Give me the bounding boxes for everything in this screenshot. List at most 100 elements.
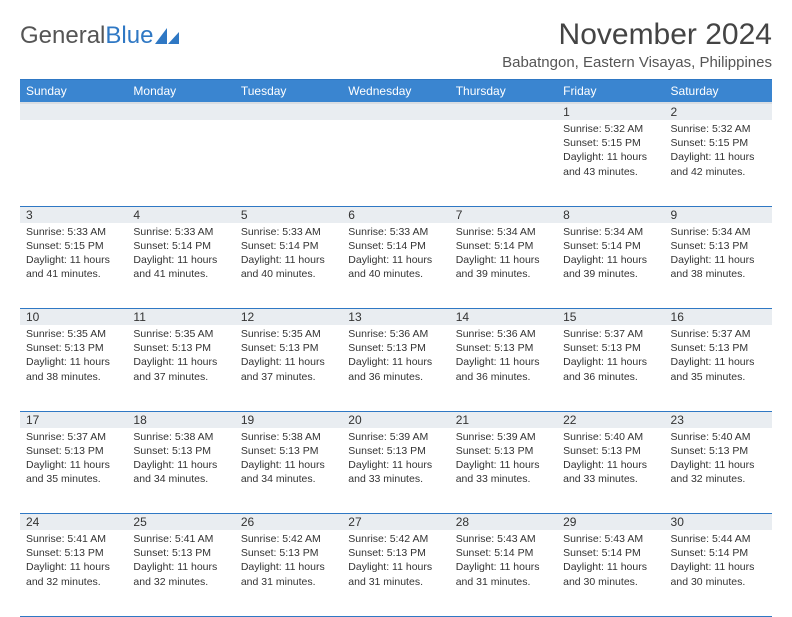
day-number: 15 (557, 309, 664, 326)
daylight-text: Daylight: 11 hours and 32 minutes. (133, 560, 228, 588)
day-number: 20 (342, 411, 449, 428)
day-number (235, 103, 342, 120)
sunset-text: Sunset: 5:15 PM (26, 239, 121, 253)
sunrise-text: Sunrise: 5:37 AM (563, 327, 658, 341)
sunrise-text: Sunrise: 5:34 AM (563, 225, 658, 239)
daylight-text: Daylight: 11 hours and 38 minutes. (671, 253, 766, 281)
day-number: 22 (557, 411, 664, 428)
daylight-text: Daylight: 11 hours and 35 minutes. (26, 458, 121, 486)
sunrise-text: Sunrise: 5:34 AM (671, 225, 766, 239)
sunset-text: Sunset: 5:15 PM (563, 136, 658, 150)
day-cell: Sunrise: 5:35 AMSunset: 5:13 PMDaylight:… (235, 325, 342, 411)
brand-sail-icon (155, 26, 181, 46)
day-number (450, 103, 557, 120)
daylight-text: Daylight: 11 hours and 41 minutes. (133, 253, 228, 281)
daynum-row: 12 (20, 103, 772, 120)
daylight-text: Daylight: 11 hours and 30 minutes. (563, 560, 658, 588)
day-number: 30 (665, 514, 772, 531)
day-cell (235, 120, 342, 206)
brand-part2: Blue (105, 22, 153, 50)
daylight-text: Daylight: 11 hours and 31 minutes. (348, 560, 443, 588)
weekday-header: Friday (557, 80, 664, 104)
weekday-header: Sunday (20, 80, 127, 104)
sunrise-text: Sunrise: 5:42 AM (241, 532, 336, 546)
weekday-header: Saturday (665, 80, 772, 104)
day-number: 12 (235, 309, 342, 326)
day-cell: Sunrise: 5:41 AMSunset: 5:13 PMDaylight:… (127, 530, 234, 616)
day-number: 9 (665, 206, 772, 223)
daylight-text: Daylight: 11 hours and 41 minutes. (26, 253, 121, 281)
daynum-row: 3456789 (20, 206, 772, 223)
day-number: 27 (342, 514, 449, 531)
sunset-text: Sunset: 5:13 PM (671, 239, 766, 253)
title-block: November 2024 Babatngon, Eastern Visayas… (502, 18, 772, 71)
daylight-text: Daylight: 11 hours and 30 minutes. (671, 560, 766, 588)
sunrise-text: Sunrise: 5:35 AM (26, 327, 121, 341)
sunrise-text: Sunrise: 5:33 AM (241, 225, 336, 239)
daynum-row: 10111213141516 (20, 309, 772, 326)
day-cell: Sunrise: 5:33 AMSunset: 5:14 PMDaylight:… (235, 223, 342, 309)
sunset-text: Sunset: 5:13 PM (671, 341, 766, 355)
day-cell: Sunrise: 5:42 AMSunset: 5:13 PMDaylight:… (235, 530, 342, 616)
day-number: 16 (665, 309, 772, 326)
sunset-text: Sunset: 5:13 PM (671, 444, 766, 458)
content-row: Sunrise: 5:32 AMSunset: 5:15 PM Daylight:… (20, 120, 772, 206)
day-number: 10 (20, 309, 127, 326)
sunrise-text: Sunrise: 5:38 AM (241, 430, 336, 444)
daylight-text: Daylight: 11 hours and 31 minutes. (241, 560, 336, 588)
day-number (20, 103, 127, 120)
sunrise-text: Sunrise: 5:40 AM (671, 430, 766, 444)
day-cell: Sunrise: 5:36 AMSunset: 5:13 PMDaylight:… (342, 325, 449, 411)
day-cell (342, 120, 449, 206)
weekday-header: Thursday (450, 80, 557, 104)
sunrise-text: Sunrise: 5:40 AM (563, 430, 658, 444)
sunset-text: Sunset: 5:13 PM (241, 444, 336, 458)
location: Babatngon, Eastern Visayas, Philippines (502, 54, 772, 71)
daylight-text: Daylight: 11 hours and 36 minutes. (563, 355, 658, 383)
day-number: 3 (20, 206, 127, 223)
daylight-text: Daylight: 11 hours and 42 minutes. (671, 150, 766, 178)
day-number: 2 (665, 103, 772, 120)
sunset-text: Sunset: 5:13 PM (26, 546, 121, 560)
day-cell (127, 120, 234, 206)
brand-part1: General (20, 22, 105, 50)
day-number: 1 (557, 103, 664, 120)
day-number: 7 (450, 206, 557, 223)
day-number (127, 103, 234, 120)
day-number: 4 (127, 206, 234, 223)
sunrise-text: Sunrise: 5:32 AM (563, 122, 658, 136)
day-cell: Sunrise: 5:34 AMSunset: 5:13 PMDaylight:… (665, 223, 772, 309)
day-number: 13 (342, 309, 449, 326)
content-row: Sunrise: 5:35 AMSunset: 5:13 PMDaylight:… (20, 325, 772, 411)
day-cell (450, 120, 557, 206)
sunset-text: Sunset: 5:14 PM (563, 546, 658, 560)
day-cell: Sunrise: 5:35 AMSunset: 5:13 PMDaylight:… (127, 325, 234, 411)
daylight-text: Daylight: 11 hours and 40 minutes. (348, 253, 443, 281)
content-row: Sunrise: 5:41 AMSunset: 5:13 PM Daylight:… (20, 530, 772, 616)
sunset-text: Sunset: 5:14 PM (241, 239, 336, 253)
day-cell: Sunrise: 5:35 AMSunset: 5:13 PMDaylight:… (20, 325, 127, 411)
sunrise-text: Sunrise: 5:37 AM (671, 327, 766, 341)
sunset-text: Sunset: 5:14 PM (133, 239, 228, 253)
weekday-header-row: Sunday Monday Tuesday Wednesday Thursday… (20, 80, 772, 104)
daylight-text: Daylight: 11 hours and 35 minutes. (671, 355, 766, 383)
sunset-text: Sunset: 5:13 PM (133, 341, 228, 355)
sunrise-text: Sunrise: 5:41 AM (26, 532, 121, 546)
day-cell: Sunrise: 5:33 AMSunset: 5:14 PMDaylight:… (127, 223, 234, 309)
weekday-header: Monday (127, 80, 234, 104)
sunset-text: Sunset: 5:14 PM (671, 546, 766, 560)
day-number: 29 (557, 514, 664, 531)
sunset-text: Sunset: 5:14 PM (456, 239, 551, 253)
sunset-text: Sunset: 5:14 PM (456, 546, 551, 560)
day-number: 23 (665, 411, 772, 428)
day-cell: Sunrise: 5:34 AMSunset: 5:14 PMDaylight:… (557, 223, 664, 309)
day-number: 5 (235, 206, 342, 223)
sunset-text: Sunset: 5:13 PM (133, 444, 228, 458)
sunrise-text: Sunrise: 5:33 AM (26, 225, 121, 239)
day-cell: Sunrise: 5:40 AMSunset: 5:13 PMDaylight:… (557, 428, 664, 514)
sunset-text: Sunset: 5:13 PM (563, 341, 658, 355)
day-cell: Sunrise: 5:40 AMSunset: 5:13 PMDaylight:… (665, 428, 772, 514)
daylight-text: Daylight: 11 hours and 34 minutes. (241, 458, 336, 486)
sunset-text: Sunset: 5:13 PM (26, 444, 121, 458)
day-number: 6 (342, 206, 449, 223)
